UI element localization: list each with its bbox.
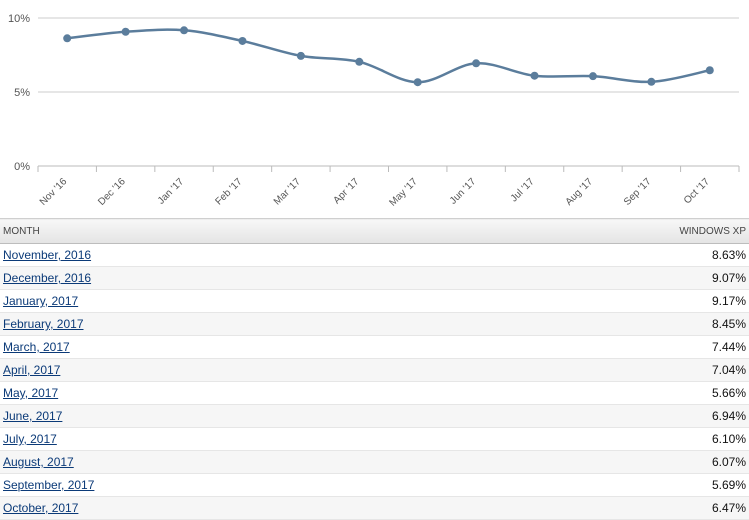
month-cell: June, 2017 [0,404,429,428]
table-row: April, 2017 7.04% [0,358,749,382]
table-row: March, 2017 7.44% [0,335,749,359]
month-cell: January, 2017 [0,289,429,313]
table-row: May, 2017 5.66% [0,381,749,405]
month-link[interactable]: November, 2016 [3,248,92,262]
data-point [121,27,130,36]
x-tick-label: Jan '17 [156,176,187,207]
month-cell: April, 2017 [0,358,429,382]
month-link[interactable]: August, 2017 [3,455,74,469]
y-tick-label: 10% [8,13,30,25]
data-point [63,34,72,43]
value-cell: 9.17% [428,289,749,313]
table-row: June, 2017 6.94% [0,404,749,428]
table-header-row: MONTH WINDOWS XP [0,218,749,244]
x-tick-label: May '17 [388,176,421,209]
value-cell: 6.10% [428,427,749,451]
x-tick-label: Feb '17 [213,176,244,207]
value-cell: 6.07% [428,450,749,474]
table-row: September, 2017 5.69% [0,473,749,497]
data-point [296,51,305,60]
series-line [67,28,711,84]
x-tick-label: Aug '17 [564,176,596,208]
table-row: August, 2017 6.07% [0,450,749,474]
data-point [647,77,656,86]
x-tick-label: Sep '17 [622,176,654,208]
value-cell: 6.47% [428,496,749,520]
value-cell: 7.44% [428,335,749,359]
month-cell: December, 2016 [0,266,429,290]
month-link[interactable]: February, 2017 [3,317,84,331]
month-link[interactable]: March, 2017 [3,340,70,354]
x-tick-label: Nov '16 [38,176,70,208]
month-cell: July, 2017 [0,427,429,451]
month-link[interactable]: October, 2017 [3,501,79,515]
value-cell: 5.69% [428,473,749,497]
x-tick-label: Apr '17 [331,176,361,206]
table-row: January, 2017 9.17% [0,289,749,313]
month-cell: October, 2017 [0,496,429,520]
data-point [588,72,597,81]
data-point [472,59,481,68]
table-row: December, 2016 9.07% [0,266,749,290]
month-link[interactable]: December, 2016 [3,271,92,285]
month-link[interactable]: January, 2017 [3,294,79,308]
month-link[interactable]: September, 2017 [3,478,95,492]
table-body: November, 2016 8.63% December, 2016 9.07% Ja… [0,243,749,520]
data-table: MONTH WINDOWS XP November, 2016 8.63% Dece… [0,218,749,520]
value-cell: 8.63% [428,243,749,267]
month-link[interactable]: May, 2017 [3,386,59,400]
value-cell: 8.45% [428,312,749,336]
x-tick-label: Mar '17 [272,176,303,207]
month-cell: September, 2017 [0,473,429,497]
table-row: October, 2017 6.47% [0,496,749,520]
line-chart: 0% 5% 10% Nov '16 Dec '16 Jan '17 Feb '17 Mar '… [0,0,749,218]
x-tick-label: Dec '16 [96,176,128,208]
month-link[interactable]: April, 2017 [3,363,61,377]
data-point [413,78,422,87]
x-tick-label: Jul '17 [509,176,537,204]
month-cell: August, 2017 [0,450,429,474]
month-cell: November, 2016 [0,243,429,267]
data-point [180,26,189,35]
x-tick-label: Oct '17 [682,176,712,206]
y-tick-label: 0% [14,161,30,173]
value-cell: 5.66% [428,381,749,405]
data-point [238,36,247,45]
x-tick-label: Jun '17 [448,176,479,207]
month-cell: May, 2017 [0,381,429,405]
data-point [530,71,539,80]
month-link[interactable]: July, 2017 [3,432,57,446]
column-header-windows-xp: WINDOWS XP [428,218,749,244]
chart-svg: 0% 5% 10% Nov '16 Dec '16 Jan '17 Feb '17 Mar '… [8,13,740,209]
value-cell: 9.07% [428,266,749,290]
table-row: February, 2017 8.45% [0,312,749,336]
table-row: July, 2017 6.10% [0,427,749,451]
month-cell: March, 2017 [0,335,429,359]
data-point [355,57,364,66]
y-tick-label: 5% [14,87,30,99]
data-point [705,66,714,75]
value-cell: 6.94% [428,404,749,428]
month-cell: February, 2017 [0,312,429,336]
month-link[interactable]: June, 2017 [3,409,63,423]
value-cell: 7.04% [428,358,749,382]
table-row: November, 2016 8.63% [0,243,749,267]
column-header-month: MONTH [0,218,429,244]
